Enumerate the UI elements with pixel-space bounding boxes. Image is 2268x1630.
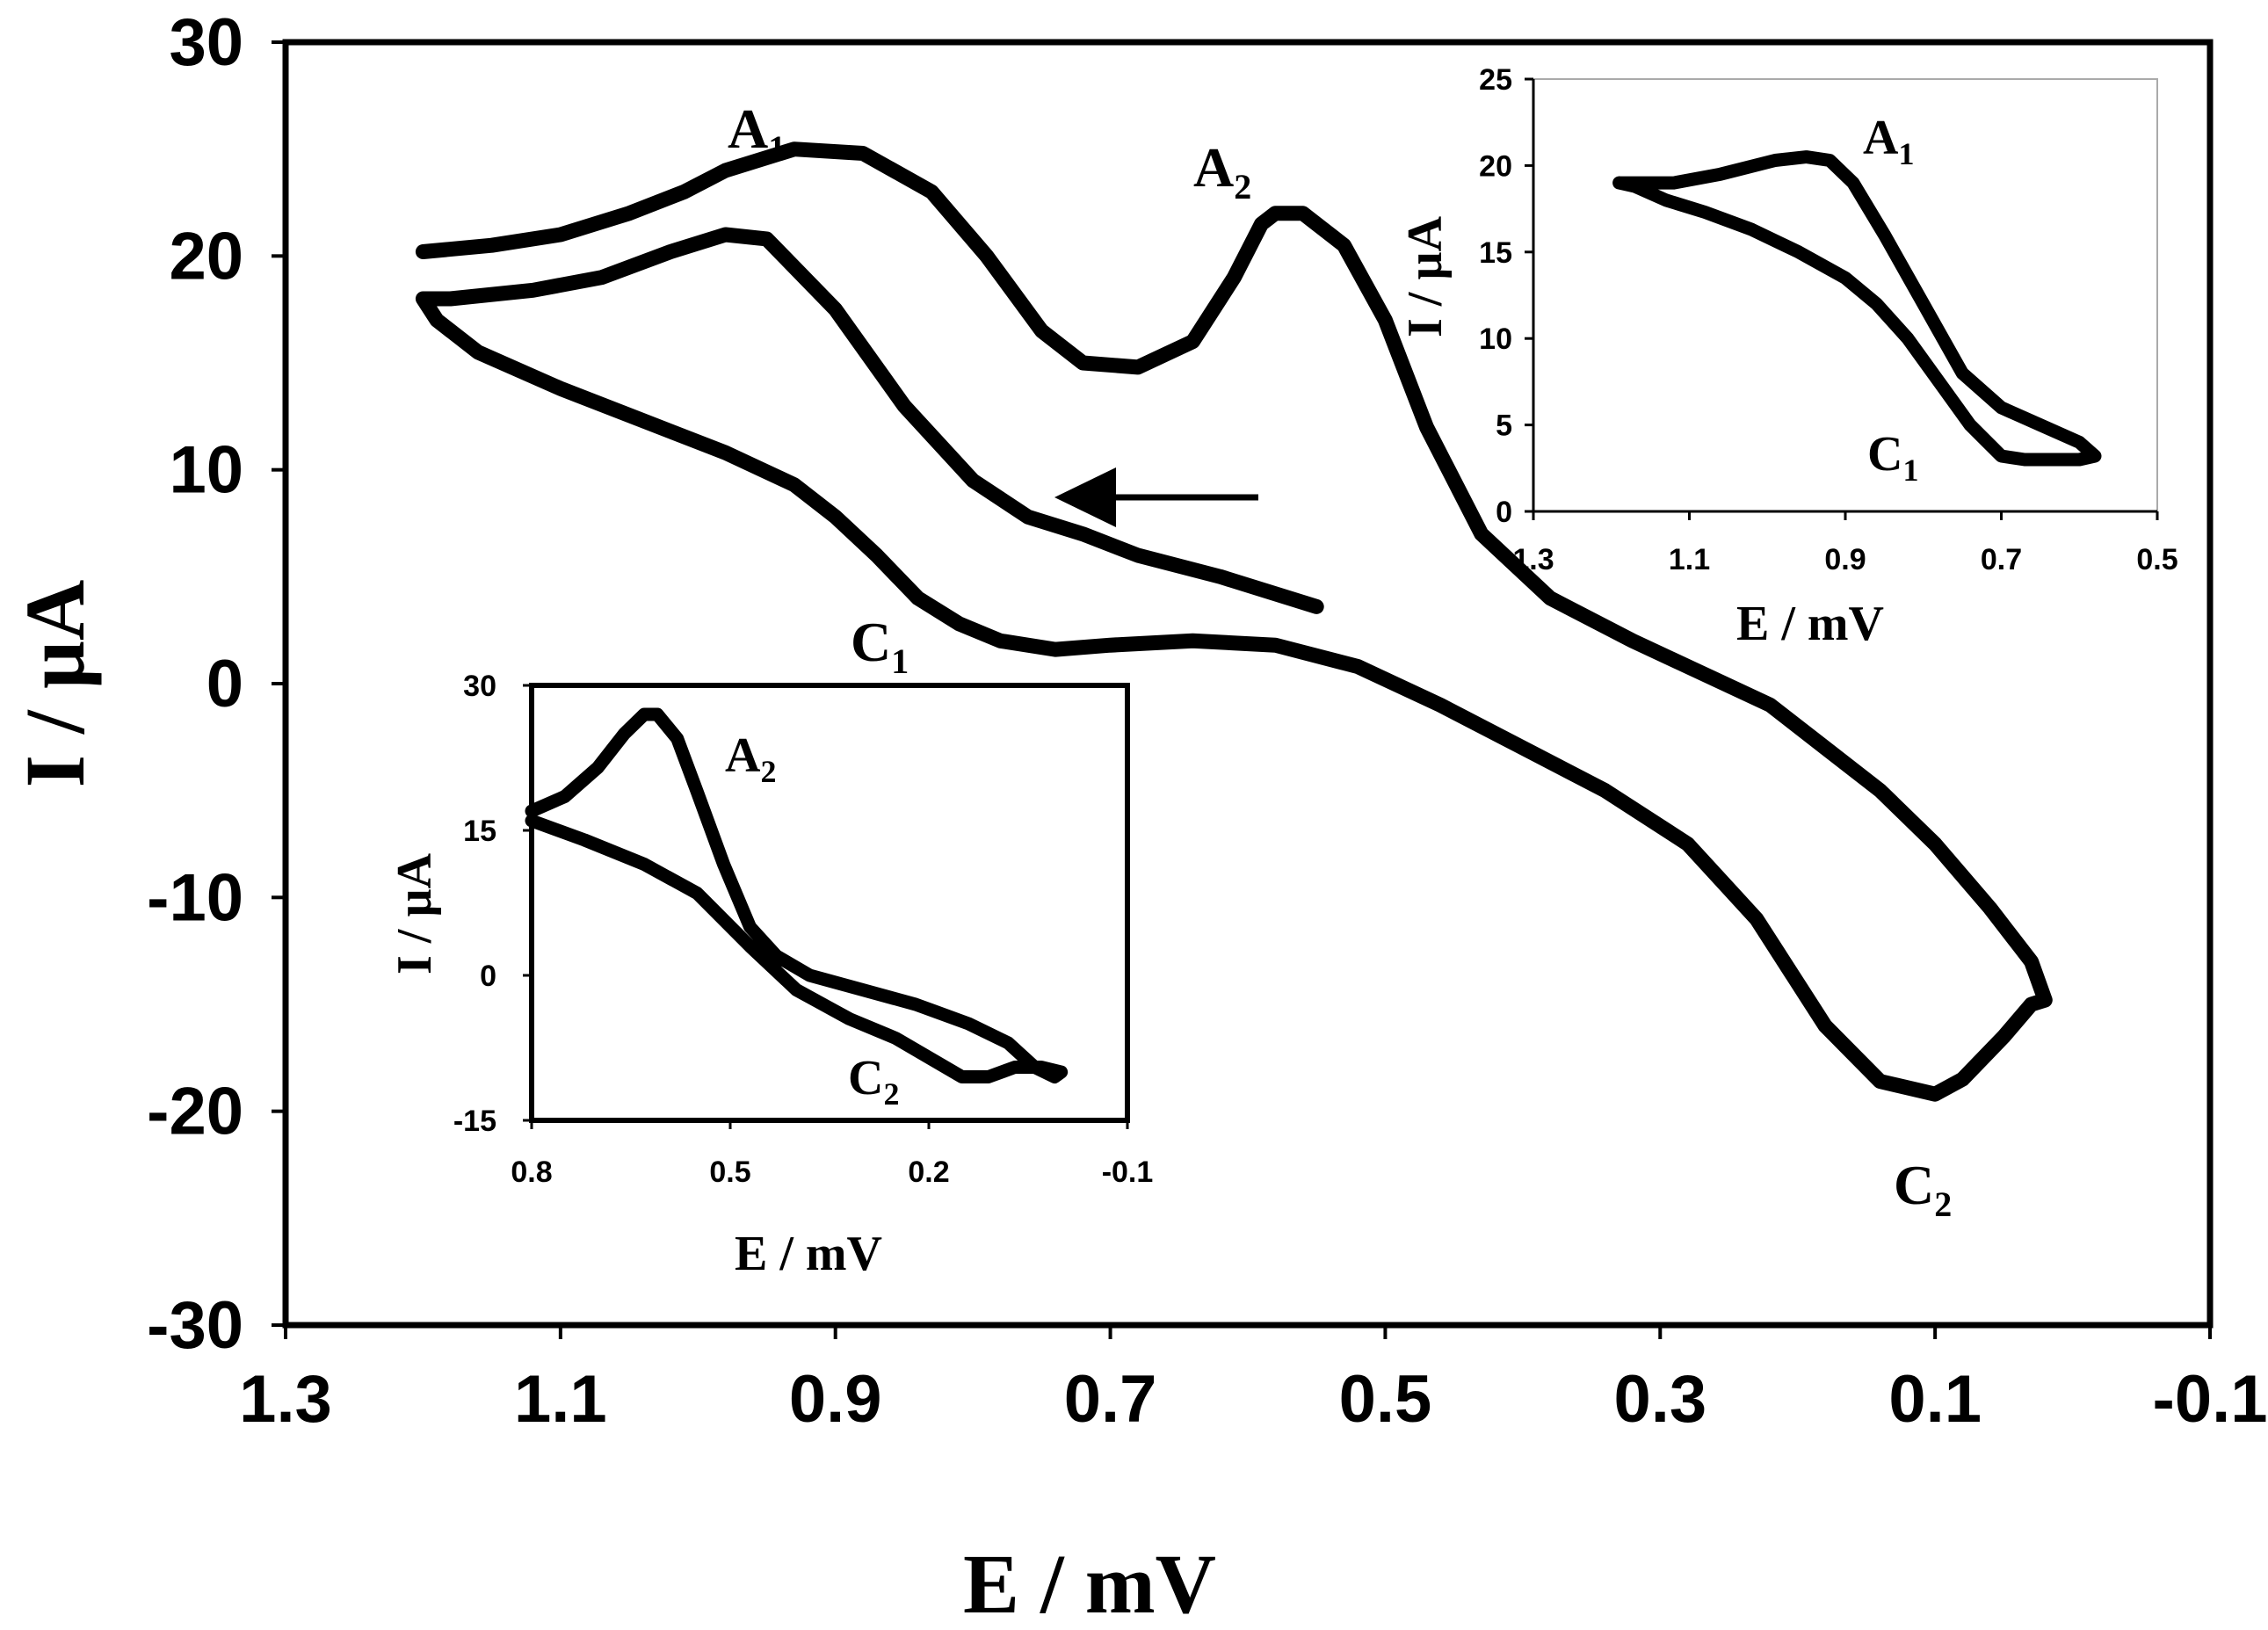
inset-a1-x-tick-label: 1.3: [1512, 543, 1554, 576]
scan-direction-arrow: [1054, 467, 1258, 527]
main-voltammogram-curve: [415, 141, 2053, 1102]
main-y-tick-label: 10: [169, 433, 243, 508]
inset-annotation-a2: A2: [725, 728, 776, 789]
inset-a2-series: [525, 707, 1069, 1083]
inset-a1-y-tick-label: 0: [1496, 496, 1512, 529]
inset-a2-y-tick-label: -15: [453, 1105, 496, 1138]
inset-a1-voltammogram-curve: [1612, 150, 2102, 467]
main-y-tick-label: 30: [169, 5, 243, 80]
inset-a2-x-ticks: 0.8 0.5 0.2 -0.1: [511, 1120, 1153, 1189]
inset-a1-y-tick-label: 25: [1479, 63, 1512, 97]
inset-annotation-a1: A1: [1863, 111, 1914, 171]
main-y-tick-label: -30: [147, 1288, 243, 1363]
inset-a2-x-tick-label: 0.8: [511, 1155, 552, 1189]
main-x-tick-label: 0.5: [1339, 1362, 1432, 1437]
main-y-ticks: 30 20 10 0 -10 -20 -30: [147, 5, 286, 1363]
inset-a2-y-tick-label: 30: [463, 670, 496, 703]
inset-a2-y-tick-label: 0: [480, 960, 496, 993]
inset-a2-x-axis-title: E / mV: [735, 1227, 882, 1281]
main-y-tick-label: 0: [207, 647, 243, 721]
main-annotation-a1: A1: [728, 98, 786, 168]
inset-a2-voltammogram-curve: [525, 707, 1069, 1083]
inset-a2-y-axis-title: I / µA: [388, 852, 442, 974]
main-y-axis-title: I / µA: [8, 580, 102, 788]
main-x-axis-title: E / mV: [963, 1537, 1216, 1630]
main-annotation-c1: C1: [851, 611, 909, 681]
main-chart: 1.3 1.1 0.9 0.7 0.5 0.3 0.1 -0.1 30 20 10 0 -10 -20 -…: [8, 5, 2267, 1630]
inset-a1-series: [1612, 150, 2102, 467]
main-x-tick-label: -0.1: [2153, 1362, 2268, 1437]
inset-a1-y-tick-label: 10: [1479, 322, 1512, 356]
main-x-ticks: 1.3 1.1 0.9 0.7 0.5 0.3 0.1 -0.1: [239, 1325, 2267, 1437]
main-x-tick-label: 0.1: [1888, 1362, 1982, 1437]
inset-a1-y-axis-title: I / µA: [1398, 215, 1453, 337]
inset-a1-y-tick-label: 5: [1496, 409, 1512, 443]
inset-a1-c1: 1.3 1.1 0.9 0.7 0.5 25 20 15 10 5 0 E / mV I / µA…: [1398, 63, 2178, 651]
main-y-tick-label: 20: [169, 219, 243, 293]
inset-a1-x-tick-label: 0.7: [1981, 543, 2022, 576]
inset-a1-y-tick-label: 20: [1479, 149, 1512, 183]
inset-a1-x-axis-title: E / mV: [1736, 597, 1884, 651]
inset-a2-frame: [529, 683, 1130, 1123]
main-annotation-c2: C2: [1894, 1154, 1952, 1224]
inset-a1-x-ticks: 1.3 1.1 0.9 0.7 0.5: [1512, 511, 2178, 576]
inset-a2-x-tick-label: 0.2: [908, 1155, 949, 1189]
main-series: [415, 141, 2053, 1102]
inset-a1-x-tick-label: 0.5: [2136, 543, 2177, 576]
main-x-tick-label: 0.7: [1064, 1362, 1157, 1437]
scan-arrow-head: [1054, 467, 1116, 527]
inset-a2-y-tick-label: 15: [463, 815, 496, 848]
inset-a1-y-ticks: 25 20 15 10 5 0: [1479, 63, 1533, 529]
main-x-tick-label: 1.1: [514, 1362, 607, 1437]
main-annotation-a2: A2: [1193, 136, 1251, 206]
main-x-tick-label: 0.3: [1613, 1362, 1706, 1437]
inset-a1-x-tick-label: 0.9: [1824, 543, 1866, 576]
inset-a2-x-tick-label: -0.1: [1102, 1155, 1154, 1189]
main-y-tick-label: -20: [147, 1075, 243, 1149]
inset-a2-y-ticks: 30 15 0 -15: [453, 670, 532, 1138]
inset-a1-x-tick-label: 1.1: [1669, 543, 1710, 576]
main-y-tick-label: -10: [147, 860, 243, 935]
inset-a1-frame: [1533, 78, 2158, 512]
inset-annotation-c1: C1: [1867, 427, 1918, 488]
inset-a2-x-tick-label: 0.5: [709, 1155, 750, 1189]
inset-annotation-c2: C2: [848, 1051, 899, 1112]
main-x-tick-label: 1.3: [239, 1362, 332, 1437]
main-x-tick-label: 0.9: [789, 1362, 882, 1437]
inset-a1-y-tick-label: 15: [1479, 236, 1512, 270]
